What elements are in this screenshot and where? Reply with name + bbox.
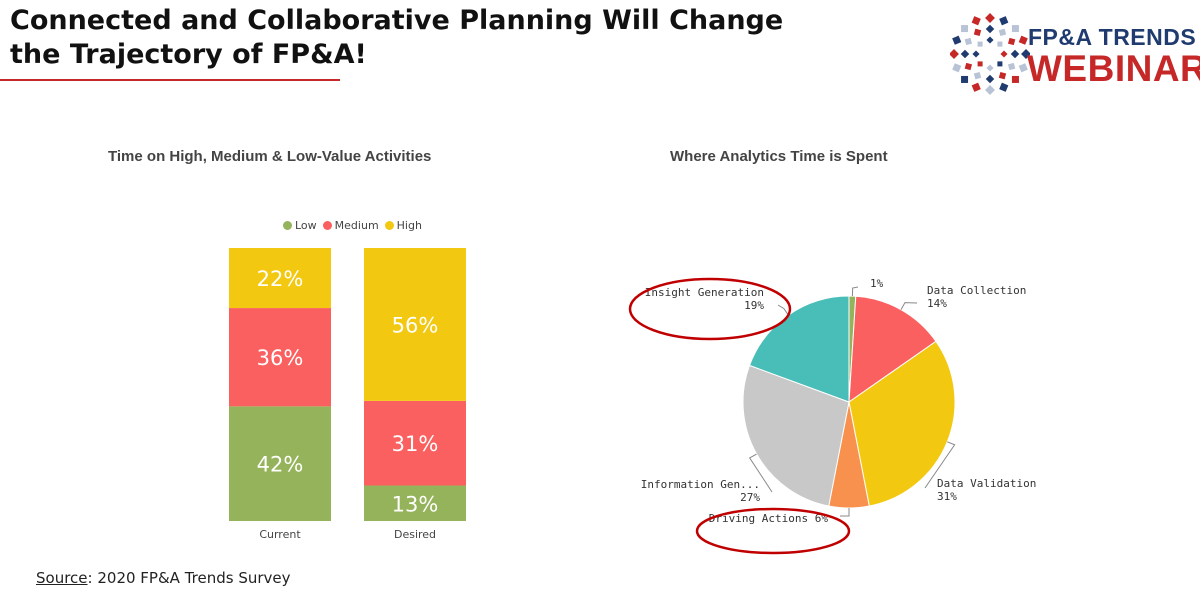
source-note: Source: 2020 FP&A Trends Survey xyxy=(36,569,291,587)
legend-label-medium: Medium xyxy=(334,219,379,232)
pie-value-data-collection: 14% xyxy=(927,297,947,310)
bar-label-current-low: 42% xyxy=(257,453,304,477)
pie-leader-line xyxy=(748,453,773,493)
legend-swatch-high xyxy=(384,221,394,230)
logo-square xyxy=(950,49,959,59)
logo-text-webinar: WEBINAR xyxy=(1027,48,1200,89)
category-label-current: Current xyxy=(259,528,301,541)
bar-current-low xyxy=(229,406,331,521)
legend-label-high: High xyxy=(396,219,422,232)
logo-mark-icon xyxy=(950,13,1030,95)
logo-square xyxy=(1018,63,1028,73)
logo-square xyxy=(1007,62,1016,71)
logo-square xyxy=(971,82,981,92)
logo-square xyxy=(986,64,994,72)
logo-text-fpa-trends: FP&A TRENDS xyxy=(1028,24,1197,50)
logo-square xyxy=(973,71,982,80)
pie-leader-line xyxy=(900,302,918,310)
logo-square xyxy=(1007,37,1016,46)
legend-item-high: High xyxy=(384,219,422,232)
legend-swatch-low xyxy=(283,221,292,230)
logo-square xyxy=(973,28,982,37)
logo-square xyxy=(964,62,973,71)
bar-current-medium xyxy=(229,308,331,407)
bar-label-desired-medium: 31% xyxy=(392,432,439,456)
bar-chart-legend: Low Medium High xyxy=(283,219,422,232)
bar-label-current-high: 22% xyxy=(257,267,304,291)
title-underline xyxy=(0,79,340,81)
logo-square xyxy=(977,41,983,47)
logo-square xyxy=(1021,49,1030,59)
pie-label-information-gen: Information Gen... xyxy=(641,478,760,491)
source-label: Source xyxy=(36,569,88,587)
pie-label-data-collection: Data Collection xyxy=(927,284,1026,297)
slide-title-line1: Connected and Collaborative Planning Wil… xyxy=(10,5,784,36)
logo-square xyxy=(952,35,962,45)
source-text: : 2020 FP&A Trends Survey xyxy=(87,569,291,587)
logo-square xyxy=(977,61,983,67)
pie-value-information-gen: 27% xyxy=(740,491,760,504)
logo-square xyxy=(997,61,1003,67)
bar-desired-high xyxy=(364,248,466,401)
logo-square xyxy=(999,82,1009,92)
logo-square xyxy=(986,36,994,44)
legend-item-medium: Medium xyxy=(322,219,379,232)
pie-label-data-validation: Data Validation xyxy=(937,477,1036,490)
slide-title-line2: the Trajectory of FP&A! xyxy=(10,39,367,70)
logo-square xyxy=(972,50,980,58)
pie-leader-line xyxy=(840,508,850,517)
pie-leader-line xyxy=(851,286,859,297)
bar-label-current-medium: 36% xyxy=(257,346,304,370)
legend-label-low: Low xyxy=(295,219,317,232)
legend-swatch-medium xyxy=(322,221,332,230)
logo-square xyxy=(961,75,969,83)
pie-slice-data-collection xyxy=(848,295,937,404)
logo-square xyxy=(971,16,981,26)
logo-square xyxy=(985,85,995,95)
fpa-trends-webinar-logo: FP&A TRENDS WEBINAR xyxy=(950,8,1200,100)
logo-square xyxy=(952,63,962,73)
pie-leader-line xyxy=(777,304,789,316)
bar-desired-low xyxy=(364,485,466,521)
logo-square xyxy=(1000,50,1008,58)
logo-square xyxy=(961,25,969,33)
pie-value-other: 1% xyxy=(870,277,884,290)
bar-chart-title: Time on High, Medium & Low-Value Activit… xyxy=(108,148,432,165)
pie-chart-title: Where Analytics Time is Spent xyxy=(670,148,888,165)
slide-title: Connected and Collaborative Planning Wil… xyxy=(10,4,783,72)
logo-square xyxy=(1011,25,1019,33)
logo-square xyxy=(997,41,1003,47)
logo-square xyxy=(985,13,995,23)
category-label-desired: Desired xyxy=(394,528,436,541)
pie-label-insight-generation: Insight Generation xyxy=(645,286,764,299)
logo-square xyxy=(964,37,973,46)
pie-value-data-validation: 31% xyxy=(937,490,957,503)
bar-desired-medium xyxy=(364,400,466,486)
logo-square xyxy=(1018,35,1028,45)
logo-square xyxy=(999,16,1009,26)
bar-current-high xyxy=(229,248,331,309)
pie-slice-data-validation xyxy=(848,340,956,507)
legend-item-low: Low xyxy=(283,219,317,232)
highlight-ring-insight-generation xyxy=(628,277,792,341)
logo-square xyxy=(1011,75,1019,83)
bar-label-desired-low: 13% xyxy=(392,492,439,516)
logo-square xyxy=(998,28,1007,37)
highlight-ring-driving-actions xyxy=(695,507,851,555)
pie-leader-line xyxy=(924,441,956,489)
logo-square xyxy=(998,71,1007,80)
pie-label-driving-actions: Driving Actions 6% xyxy=(709,512,829,525)
pie-value-insight-generation: 19% xyxy=(744,299,764,312)
bar-label-desired-high: 56% xyxy=(392,313,439,337)
